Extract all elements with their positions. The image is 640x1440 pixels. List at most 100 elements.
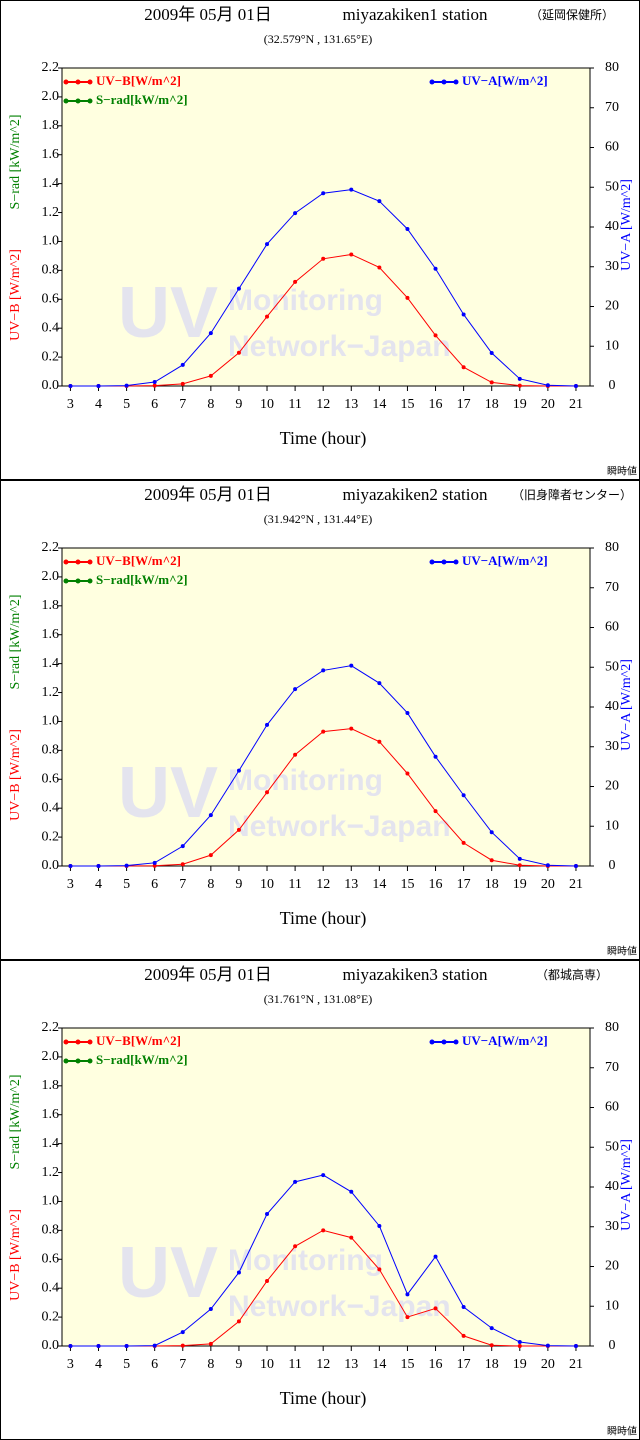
chart-panel: UV Monitoring Network−Japan 2009年 05月 01日 mi… bbox=[0, 480, 640, 960]
legend-label: S−rad[kW/m^2] bbox=[96, 92, 188, 107]
data-point bbox=[68, 864, 73, 868]
y-tick-label: 0.0 bbox=[42, 858, 60, 873]
x-tick-label: 18 bbox=[485, 1357, 499, 1372]
data-point bbox=[377, 1267, 382, 1272]
data-point bbox=[377, 1223, 382, 1228]
chart-panel: UV Monitoring Network−Japan 2009年 05月 01日 mi… bbox=[0, 960, 640, 1440]
x-tick-label: 6 bbox=[151, 1357, 158, 1372]
x-tick-label: 9 bbox=[235, 877, 242, 892]
x-tick-label: 4 bbox=[95, 1357, 102, 1372]
y2-tick-label: 0 bbox=[609, 378, 616, 393]
legend-dot bbox=[429, 1039, 435, 1045]
y-tick-label: 0.0 bbox=[42, 378, 60, 393]
x-tick-label: 8 bbox=[207, 1357, 214, 1372]
data-point bbox=[545, 1343, 550, 1348]
data-point bbox=[265, 1278, 270, 1283]
data-point bbox=[489, 351, 494, 356]
x-tick-label: 15 bbox=[400, 397, 414, 412]
x-tick-label: 5 bbox=[123, 397, 130, 412]
location: （延岡保健所） bbox=[530, 8, 614, 22]
data-point bbox=[96, 384, 101, 388]
legend-dot bbox=[63, 1039, 69, 1045]
x-tick-label: 12 bbox=[316, 877, 330, 892]
y2-axis-label: UV−A [W/m^2] bbox=[619, 179, 634, 271]
data-point bbox=[208, 331, 213, 336]
data-point bbox=[349, 726, 354, 731]
x-tick-label: 6 bbox=[151, 877, 158, 892]
y2-tick-label: 70 bbox=[605, 1060, 619, 1075]
plot-area bbox=[61, 547, 591, 867]
x-tick-label: 16 bbox=[429, 877, 443, 892]
legend-label: UV−A[W/m^2] bbox=[462, 1033, 548, 1048]
legend-dot bbox=[87, 1039, 93, 1045]
data-point bbox=[293, 1179, 298, 1184]
data-point bbox=[321, 1173, 326, 1178]
y-axis-label: UV−B [W/m^2] bbox=[8, 249, 23, 341]
y2-tick-label: 60 bbox=[605, 140, 619, 155]
x-tick-label: 3 bbox=[67, 397, 74, 412]
data-point bbox=[517, 1340, 522, 1345]
y-tick-label: 0.8 bbox=[42, 263, 60, 278]
y-tick-label: 0.6 bbox=[42, 771, 60, 786]
chart-title: 2009年 05月 01日 bbox=[144, 965, 272, 984]
data-point bbox=[489, 1326, 494, 1331]
data-point bbox=[68, 384, 73, 388]
legend-dot bbox=[453, 79, 459, 85]
x-axis-label: Time (hour) bbox=[280, 428, 367, 449]
data-point bbox=[433, 266, 438, 271]
x-tick-label: 18 bbox=[485, 397, 499, 412]
y2-tick-label: 20 bbox=[605, 299, 619, 314]
legend-dot bbox=[441, 1039, 447, 1045]
data-point bbox=[573, 1344, 578, 1348]
y2-tick-label: 20 bbox=[605, 779, 619, 794]
y2-tick-label: 30 bbox=[605, 1219, 619, 1234]
y-axis-label-srad: S−rad [kW/m^2] bbox=[8, 1075, 23, 1170]
data-point bbox=[517, 1344, 522, 1348]
watermark: Network−Japan bbox=[228, 1290, 451, 1323]
legend-dot bbox=[75, 1058, 81, 1064]
y-tick-label: 1.0 bbox=[42, 1194, 60, 1209]
legend-dot bbox=[441, 559, 447, 565]
data-point bbox=[293, 211, 298, 216]
data-point bbox=[180, 1343, 185, 1348]
chart-title: 2009年 05月 01日 bbox=[144, 485, 272, 504]
legend-dot bbox=[87, 98, 93, 104]
x-tick-label: 7 bbox=[179, 1357, 186, 1372]
legend-dot bbox=[429, 79, 435, 85]
data-point bbox=[124, 863, 129, 868]
y2-tick-label: 70 bbox=[605, 100, 619, 115]
legend-label: UV−B[W/m^2] bbox=[96, 553, 181, 568]
x-tick-label: 18 bbox=[485, 877, 499, 892]
x-tick-label: 19 bbox=[513, 397, 527, 412]
data-point bbox=[265, 722, 270, 727]
watermark: Monitoring bbox=[228, 764, 383, 797]
legend-dot bbox=[75, 559, 81, 565]
y-tick-label: 1.0 bbox=[42, 714, 60, 729]
data-point bbox=[96, 864, 101, 868]
y2-tick-label: 80 bbox=[605, 60, 619, 75]
data-point bbox=[265, 314, 270, 319]
x-tick-label: 15 bbox=[400, 1357, 414, 1372]
legend-dot bbox=[87, 578, 93, 584]
data-point bbox=[517, 856, 522, 861]
data-point bbox=[293, 279, 298, 284]
data-point bbox=[236, 286, 241, 291]
x-tick-label: 10 bbox=[260, 1357, 274, 1372]
x-tick-label: 20 bbox=[541, 1357, 555, 1372]
y-tick-label: 1.8 bbox=[42, 598, 60, 613]
y-tick-label: 1.8 bbox=[42, 1078, 60, 1093]
y2-tick-label: 30 bbox=[605, 739, 619, 754]
data-point bbox=[461, 840, 466, 845]
data-point bbox=[517, 863, 522, 868]
data-point bbox=[405, 710, 410, 715]
watermark: UV bbox=[118, 273, 218, 353]
x-tick-label: 17 bbox=[457, 397, 471, 412]
data-point bbox=[152, 1343, 157, 1348]
data-point bbox=[573, 864, 578, 868]
data-point bbox=[517, 383, 522, 388]
data-point bbox=[96, 1344, 101, 1348]
y-tick-label: 1.8 bbox=[42, 118, 60, 133]
x-tick-label: 21 bbox=[569, 1357, 583, 1372]
data-point bbox=[124, 383, 129, 388]
watermark: UV bbox=[118, 753, 218, 833]
